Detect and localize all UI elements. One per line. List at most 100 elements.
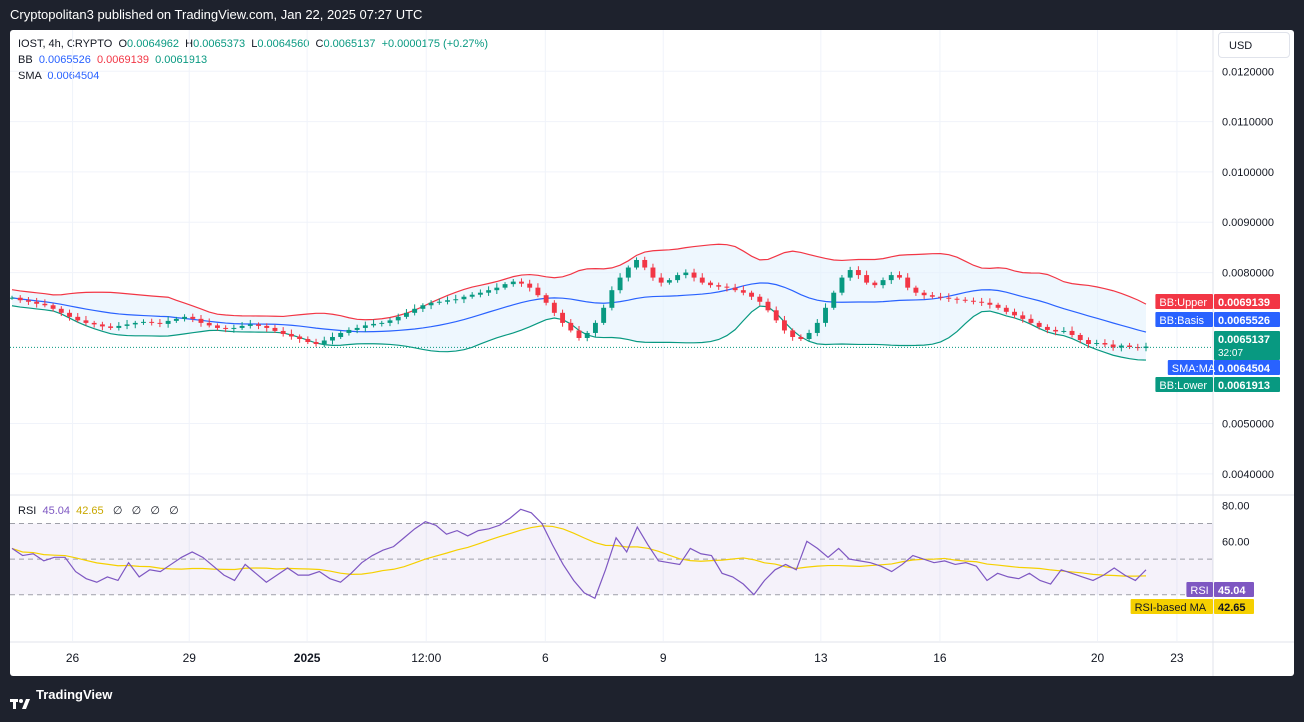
candle-body bbox=[182, 316, 188, 319]
rsi-legend[interactable]: RSI 45.04 42.65 ∅ ∅ ∅ ∅ bbox=[18, 504, 179, 517]
tradingview-logo-icon bbox=[10, 689, 30, 709]
rsi-axis-tag-bg bbox=[1186, 582, 1213, 597]
candle-body bbox=[1061, 330, 1067, 332]
candle-body bbox=[1127, 345, 1133, 348]
candle-body bbox=[1143, 346, 1149, 349]
price-axis-tag-bg bbox=[1155, 377, 1213, 392]
candle-body bbox=[740, 290, 746, 293]
candle-body bbox=[321, 340, 327, 345]
bb-lower-value: 0.0061913 bbox=[155, 54, 208, 66]
candle-body bbox=[223, 327, 229, 329]
rsi-extra-4: ∅ bbox=[169, 505, 179, 517]
candle-body bbox=[91, 322, 97, 325]
y-tick-label: 0.0080000 bbox=[1222, 268, 1274, 280]
candle-body bbox=[1020, 315, 1026, 319]
candle-body bbox=[486, 290, 492, 293]
price-axis-tag-bg bbox=[1167, 360, 1213, 375]
rsi-line bbox=[11, 508, 1147, 600]
candle-body bbox=[264, 325, 270, 328]
close-label: C bbox=[315, 38, 324, 50]
x-tick-label: 16 bbox=[933, 651, 947, 665]
rsi-tick-label: 80.00 bbox=[1222, 501, 1250, 513]
currency-button[interactable]: USD bbox=[1218, 32, 1290, 58]
bb-row[interactable]: BB 0.0065526 0.0069139 0.0061913 bbox=[18, 52, 488, 68]
candle-body bbox=[10, 297, 15, 299]
tradingview-footer: TradingView bbox=[0, 678, 1304, 711]
candle-body bbox=[929, 295, 935, 297]
candle-body bbox=[584, 332, 590, 338]
price-axis-tag: BB:Upper bbox=[1159, 297, 1207, 309]
candle-body bbox=[773, 310, 779, 321]
candle-body bbox=[428, 302, 434, 306]
candle-body bbox=[699, 277, 705, 283]
candle-body bbox=[157, 322, 163, 324]
chart-panel[interactable]: IOST, 4h, CRYPTO O0.0064962 H0.0065373 L… bbox=[10, 30, 1294, 676]
x-tick-label: 23 bbox=[1170, 651, 1184, 665]
candle-body bbox=[527, 283, 533, 288]
publisher-text: Cryptopolitan3 published on TradingView.… bbox=[10, 7, 423, 22]
candle-body bbox=[1135, 347, 1141, 349]
candle-body bbox=[568, 322, 574, 331]
candle-body bbox=[354, 327, 360, 330]
rsi-value: 45.04 bbox=[42, 505, 70, 517]
low-value: 0.0064560 bbox=[257, 38, 310, 50]
rsi-extra-1: ∅ bbox=[112, 505, 123, 517]
y-tick-label: 0.0120000 bbox=[1222, 66, 1274, 78]
candle-body bbox=[592, 322, 598, 333]
price-axis-value-bg bbox=[1214, 360, 1280, 375]
bb-band-fill bbox=[12, 244, 1146, 361]
candle-body bbox=[132, 322, 138, 325]
chart-svg[interactable]: 0.0120000 0.0110000 0.0100000 0.0090000 0.00… bbox=[10, 30, 1294, 676]
candle-body bbox=[395, 316, 401, 321]
bb-basis-value: 0.0065526 bbox=[38, 54, 91, 66]
candle-body bbox=[50, 305, 56, 309]
candle-body bbox=[798, 336, 804, 339]
candle-body bbox=[346, 329, 352, 333]
candle-body bbox=[781, 320, 787, 331]
y-tick-label: 0.0100000 bbox=[1222, 167, 1274, 179]
sma-row[interactable]: SMA 0.0064504 bbox=[18, 68, 488, 84]
candle-body bbox=[897, 275, 902, 278]
rsi-tick-label: 60.00 bbox=[1222, 536, 1250, 548]
candle-body bbox=[905, 277, 911, 288]
price-axis-value: 0.0061913 bbox=[1218, 380, 1270, 392]
candle-body bbox=[601, 307, 607, 323]
candle-body bbox=[765, 301, 771, 311]
candle-body bbox=[239, 325, 245, 328]
candle-body bbox=[338, 332, 344, 337]
candle-body bbox=[313, 342, 319, 345]
candle-body bbox=[806, 332, 812, 339]
candle-body bbox=[1028, 318, 1034, 323]
rsi-axis-value-bg bbox=[1214, 599, 1254, 614]
candle-body bbox=[1069, 330, 1075, 335]
candle-body bbox=[946, 297, 952, 299]
candle-body bbox=[214, 325, 220, 328]
candle-body bbox=[724, 286, 730, 288]
rsi-axis-tag-bg bbox=[1130, 599, 1213, 614]
candle-body bbox=[469, 294, 475, 297]
tradingview-brand: TradingView bbox=[36, 687, 113, 702]
candle-body bbox=[576, 330, 582, 338]
rsi-band-fill bbox=[10, 523, 1213, 595]
candle-body bbox=[658, 277, 664, 283]
candle-body bbox=[124, 324, 130, 326]
bb-upper-line bbox=[11, 243, 1147, 321]
bb-label: BB bbox=[18, 54, 33, 66]
candle-body bbox=[634, 259, 639, 268]
candle-body bbox=[387, 320, 393, 323]
candle-body bbox=[477, 292, 483, 295]
candle-body bbox=[116, 325, 122, 328]
candle-body bbox=[666, 280, 672, 283]
candle-body bbox=[691, 272, 697, 278]
candle-body bbox=[543, 295, 549, 303]
symbol-label[interactable]: IOST, 4h, CRYPTO bbox=[18, 38, 113, 50]
candle-body bbox=[617, 277, 623, 291]
candle-body bbox=[445, 300, 450, 302]
candle-body bbox=[1077, 334, 1083, 340]
rsi-ma-value: 42.65 bbox=[76, 505, 104, 517]
low-label: L bbox=[251, 38, 258, 50]
bb-basis-line bbox=[11, 282, 1147, 333]
price-axis-value-bg bbox=[1214, 294, 1280, 309]
candle-body bbox=[970, 300, 976, 302]
change-value: +0.0000175 (+0.27%) bbox=[381, 38, 488, 50]
